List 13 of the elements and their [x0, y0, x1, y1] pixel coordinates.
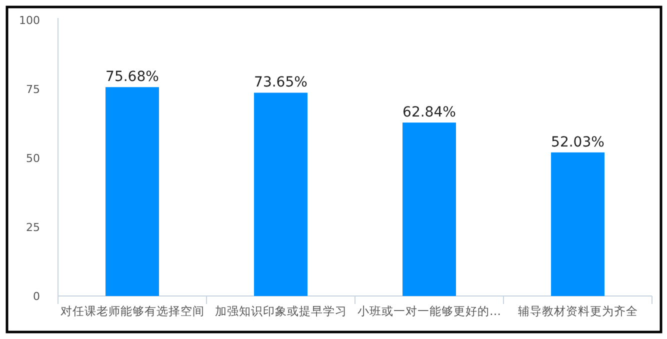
y-tick-label: 75 — [26, 83, 40, 96]
y-tick-label: 0 — [33, 290, 40, 303]
data-label: 62.84% — [402, 104, 456, 121]
data-label: 73.65% — [254, 74, 308, 91]
x-tick-label: 辅导教材资料更为齐全 — [518, 304, 638, 318]
x-tick-label: 对任课老师能够有选择空间 — [60, 304, 204, 318]
x-tick-label: 加强知识印象或提早学习 — [214, 304, 347, 318]
data-label: 52.03% — [551, 134, 604, 150]
data-label: 75.68% — [106, 69, 159, 86]
y-tick-label: 25 — [26, 221, 40, 234]
y-tick-label: 100 — [19, 14, 40, 27]
x-tick-label: 小班或一对一能够更好的… — [358, 304, 501, 318]
y-tick-label: 50 — [26, 152, 40, 165]
